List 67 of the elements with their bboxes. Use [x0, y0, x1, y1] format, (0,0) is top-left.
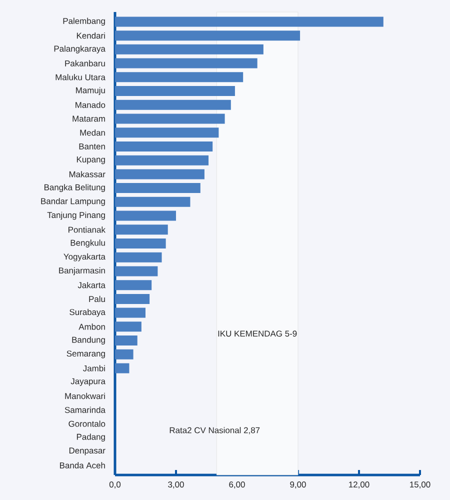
y-tick-label: Surabaya [70, 308, 106, 317]
bar [115, 224, 168, 235]
bar [115, 238, 166, 248]
x-tick-label: 0,0 [109, 482, 121, 489]
bar [115, 196, 190, 207]
bar [115, 183, 200, 194]
bar [115, 30, 300, 41]
x-tick-label: 6,00 [229, 482, 245, 489]
y-tick-label: Samarinda [64, 406, 106, 413]
bar [115, 308, 146, 318]
bar [115, 72, 244, 82]
y-tick-label: Banda Aceh [60, 462, 105, 468]
bar [115, 169, 204, 180]
y-tick-label: Pontianak [68, 226, 106, 233]
bar [115, 266, 158, 276]
x-tick-label: 9,00 [290, 482, 306, 489]
bar [115, 349, 134, 360]
y-tick-label: Palangkaraya [54, 45, 106, 54]
y-tick-label: Pakanbaru [65, 60, 105, 66]
bar [115, 363, 130, 374]
bar [115, 294, 150, 304]
bar [115, 141, 213, 152]
y-tick-label: Banjarmasin [59, 267, 105, 276]
bar [115, 252, 162, 262]
y-tick-label: Palembang [63, 18, 105, 26]
y-tick-label: Manokwari [65, 392, 105, 400]
y-tick-label: Maluku Utara [56, 74, 106, 80]
y-tick-label: Jakarta [78, 282, 106, 288]
y-tick-label: Jambi [83, 365, 105, 372]
y-tick-label: Padang [76, 434, 105, 442]
bar [115, 58, 258, 68]
y-tick-label: Banten [79, 144, 105, 150]
y-tick-label: Mamuju [76, 87, 105, 95]
bar [115, 280, 152, 290]
y-tick-label: Yogyakarta [64, 253, 106, 262]
x-tick-label: 15,00 [410, 482, 430, 489]
y-tick-label: Kendari [76, 32, 105, 39]
y-tick-label: Gorontalo [68, 420, 106, 427]
y-tick-label: Palu [89, 296, 105, 302]
bar [115, 322, 142, 332]
y-tick-label: Bengkulu [70, 240, 105, 248]
y-tick-label: Kupang [76, 156, 105, 164]
y-tick-label: Jayapura [70, 378, 106, 386]
y-tick-label: Semarang [66, 350, 105, 358]
y-tick-label: Makassar [69, 171, 106, 178]
x-tick-label: 3,00 [168, 482, 184, 489]
bar [115, 16, 384, 27]
y-tick-label: Bandar Lampung [41, 198, 105, 206]
bar [115, 128, 219, 138]
y-tick-label: Bandung [72, 336, 105, 344]
y-tick-label: Denpasar [69, 448, 106, 456]
band-label: IKU KEMENDAG 5-9 [218, 330, 297, 337]
y-tick-label: Medan [80, 129, 105, 136]
bar [115, 86, 235, 96]
bar [115, 114, 225, 124]
y-tick-label: Bangka Belitung [44, 184, 105, 192]
annotation: Rata2 CV Nasional 2,87 [170, 427, 260, 434]
y-tick-label: Manado [76, 102, 106, 108]
x-tick-label: 12,00 [349, 482, 370, 489]
bar [115, 210, 176, 221]
y-tick-label: Tanjung Pinang [47, 212, 105, 220]
bar [115, 336, 138, 346]
bar [115, 100, 231, 110]
bar [115, 155, 209, 166]
bar [115, 44, 264, 54]
y-tick-label: Ambon [78, 324, 105, 330]
y-tick-label: Mataram [72, 116, 105, 122]
